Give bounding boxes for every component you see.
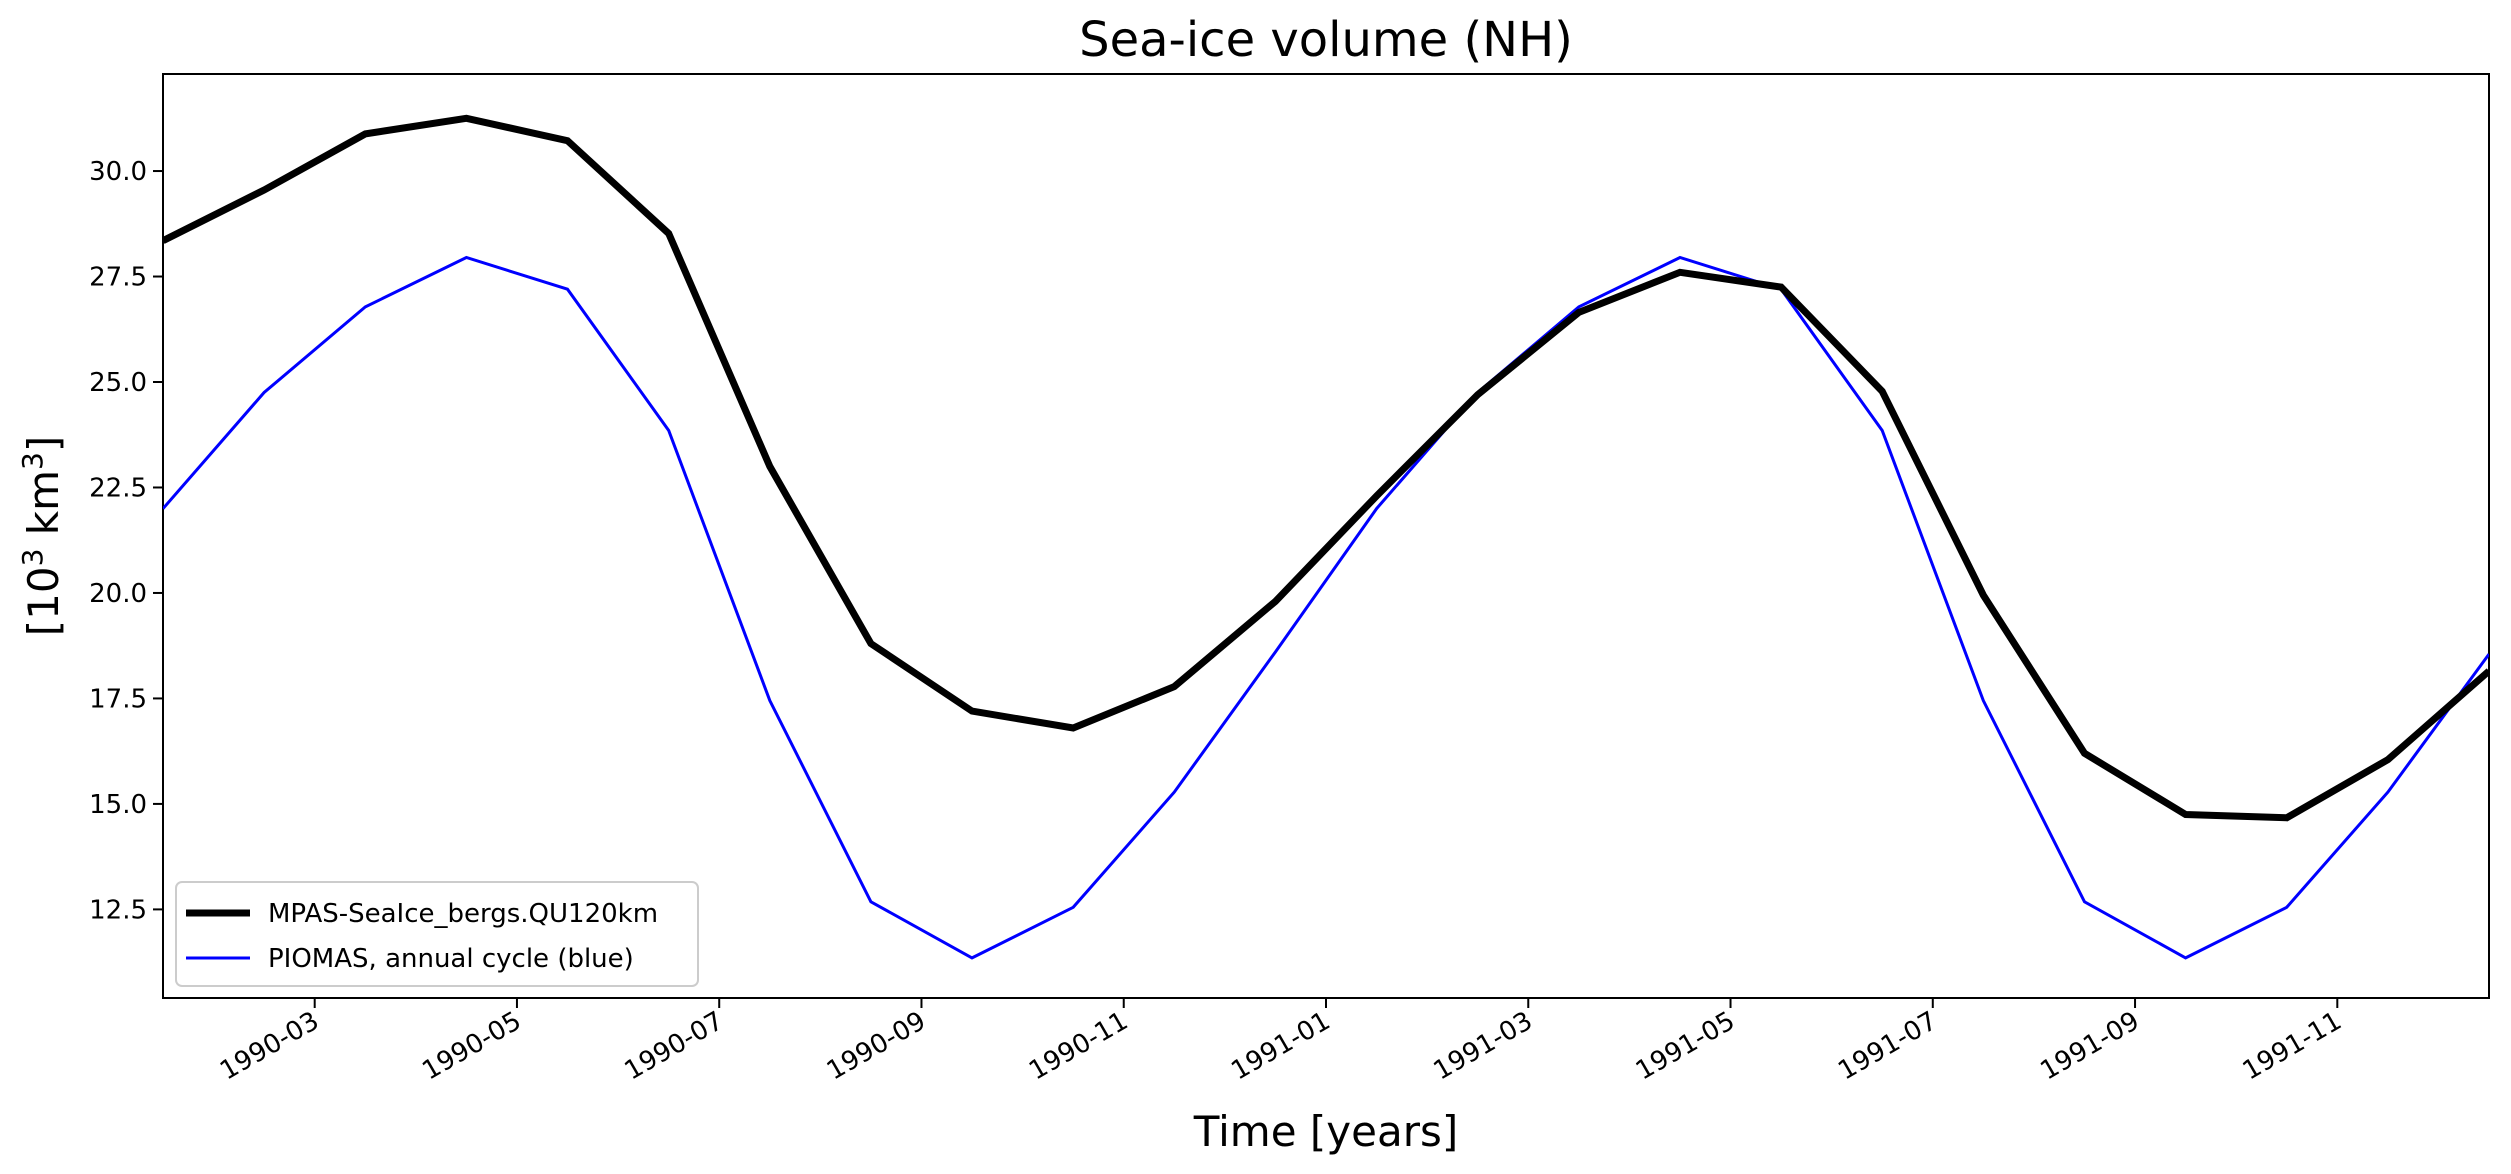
x-tick-label-8: 1991-07	[1833, 1006, 1942, 1086]
x-tick-label-1: 1990-05	[417, 1006, 526, 1086]
x-tick-label-3: 1990-09	[822, 1006, 931, 1086]
y-axis-label-sup: 3	[16, 549, 49, 567]
chart-title: Sea-ice volume (NH)	[1079, 12, 1573, 68]
y-tick-label-5: 25.0	[89, 368, 147, 398]
plot-area	[162, 73, 2490, 999]
y-tick-label-0: 12.5	[89, 895, 147, 925]
y-axis: 12.5 15.0 17.5 20.0 22.5 25.0 27.5 30.0	[89, 157, 163, 925]
x-tick-label-9: 1991-09	[2035, 1006, 2144, 1086]
y-axis-label-close: ]	[19, 436, 68, 452]
legend-label-mpas: MPAS-SeaIce_bergs.QU120km	[268, 899, 658, 929]
x-tick-label-4: 1990-11	[1024, 1006, 1133, 1086]
x-tick-label-7: 1991-05	[1631, 1006, 1740, 1086]
x-tick-label-2: 1990-07	[620, 1006, 729, 1086]
y-axis-label-sup2: 3	[16, 452, 49, 470]
y-tick-label-4: 22.5	[89, 473, 147, 503]
x-tick-label-10: 1991-11	[2238, 1006, 2347, 1086]
plot-frame	[162, 73, 2490, 999]
y-tick-label-1: 15.0	[89, 790, 147, 820]
series-layer	[163, 114, 2489, 960]
series-line-0	[163, 114, 2489, 822]
y-axis-label-rest: km	[19, 470, 68, 549]
y-tick-label-2: 17.5	[89, 684, 147, 714]
x-tick-label-0: 1990-03	[215, 1006, 324, 1086]
y-tick-label-7: 30.0	[89, 157, 147, 187]
legend-box	[175, 881, 699, 987]
y-tick-label-3: 20.0	[89, 579, 147, 609]
x-axis: 1990-03 1990-05 1990-07 1990-09 1990-11 1991-…	[215, 998, 2347, 1086]
y-axis-label: [103 km3]	[16, 436, 69, 636]
y-axis-label-base: [10	[19, 566, 68, 636]
x-axis-label: Time [years]	[1193, 1107, 1459, 1156]
y-tick-label-6: 27.5	[89, 263, 147, 293]
legend: MPAS-SeaIce_bergs.QU120km PIOMAS, annual…	[175, 881, 699, 987]
x-tick-label-5: 1991-01	[1226, 1006, 1335, 1086]
series-line-1	[163, 255, 2489, 960]
legend-label-piomas: PIOMAS, annual cycle (blue)	[268, 944, 634, 974]
x-tick-label-6: 1991-03	[1429, 1006, 1538, 1086]
